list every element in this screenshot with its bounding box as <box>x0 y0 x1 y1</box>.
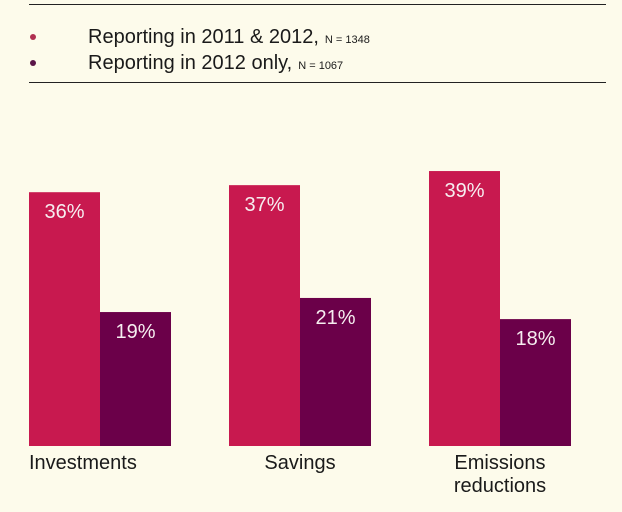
legend-label: Reporting in 2012 only, <box>88 52 293 74</box>
data-label: 39% <box>444 180 484 202</box>
bar-emissions-reductions-series-1 <box>429 171 500 447</box>
bar-savings-series-1 <box>229 185 300 446</box>
bar-investments-series-1 <box>29 192 100 446</box>
bar-savings-series-2 <box>300 297 371 446</box>
bar-investments-series-2 <box>100 312 171 446</box>
data-label: 36% <box>44 201 84 223</box>
legend-n: N = 1348 <box>324 34 370 46</box>
legend-label: Reporting in 2011 & 2012, <box>88 26 319 48</box>
legend-dot-pink <box>30 34 36 40</box>
category-label: Savings <box>264 452 336 474</box>
data-label: 21% <box>315 307 355 329</box>
legend-bottom-rule <box>29 82 606 83</box>
category-label: Investments <box>29 452 137 474</box>
data-label: 19% <box>115 321 155 343</box>
data-label: 18% <box>515 328 555 350</box>
category-label: Emissions reductions <box>453 452 547 497</box>
top-rule <box>29 4 606 5</box>
data-label: 37% <box>244 194 284 216</box>
legend-n: N = 1067 <box>298 60 344 72</box>
bar-emissions-reductions-series-2 <box>500 319 571 446</box>
legend-dot-purple <box>30 60 36 66</box>
